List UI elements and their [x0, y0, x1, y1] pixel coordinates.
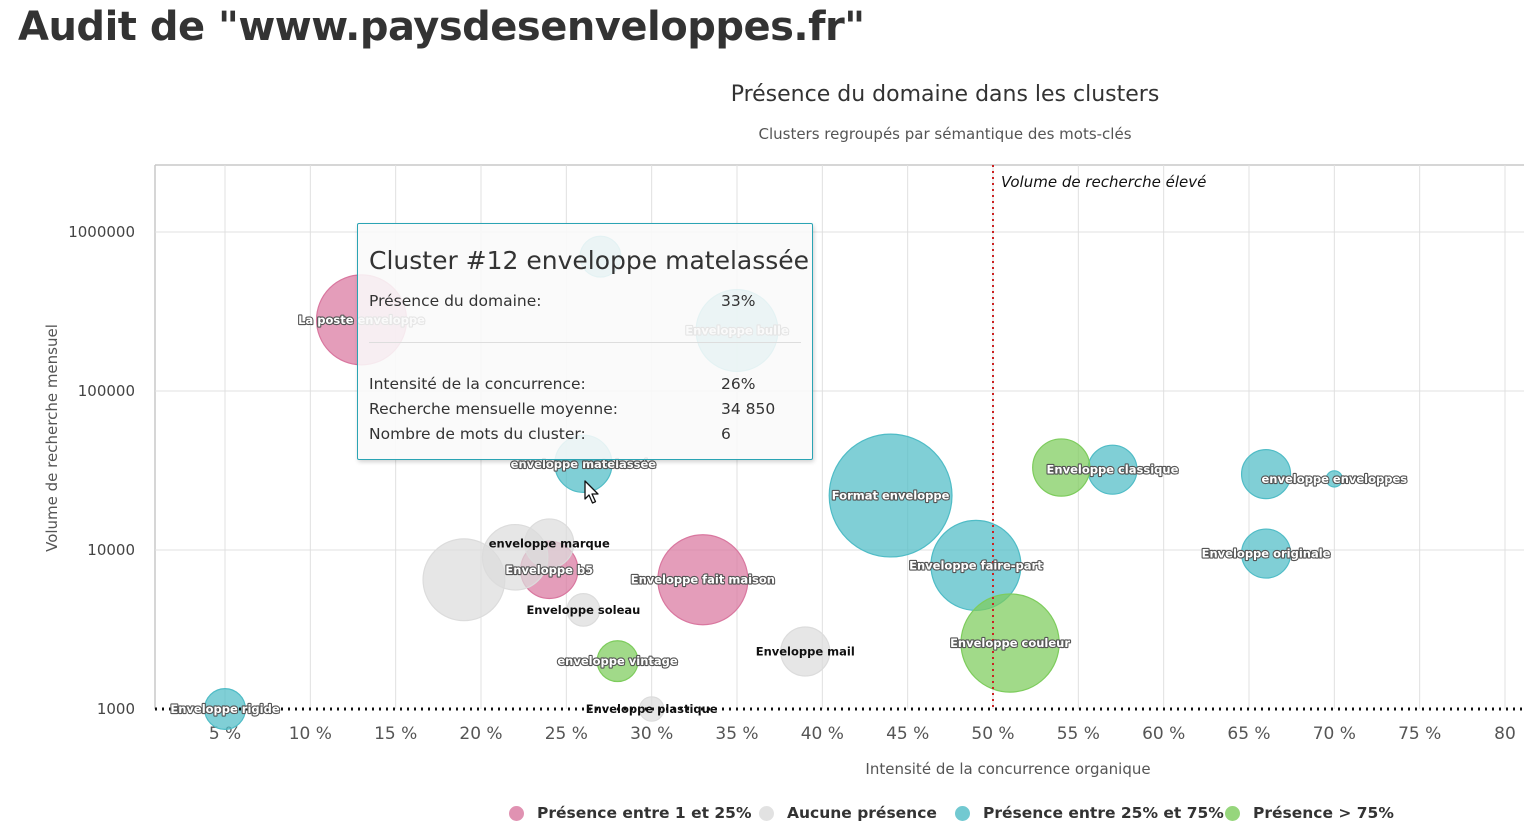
bubble-teal — [828, 433, 953, 558]
x-tick-label: 50 % — [971, 724, 1014, 744]
bubble-data-label: Enveloppe fait maison — [631, 573, 775, 587]
mouse-cursor-icon — [584, 480, 599, 504]
x-tick-label: 55 % — [1057, 724, 1100, 744]
bubble-data-label: Enveloppe rigide — [170, 702, 279, 716]
bubble-gray — [566, 593, 601, 627]
x-tick-label: 45 % — [886, 724, 929, 744]
x-tick-label: 70 % — [1313, 724, 1356, 744]
cluster-tooltip: Cluster #12 enveloppe matelassée Présenc… — [357, 223, 813, 460]
tooltip-value-competition: 26% — [721, 375, 756, 393]
legend-item-presence-over-75[interactable]: Présence > 75% — [1225, 804, 1394, 822]
tooltip-value-monthly-search: 34 850 — [721, 400, 776, 418]
x-tick-label: 60 % — [1142, 724, 1185, 744]
y-tick-label: 10000 — [87, 541, 135, 559]
bubble-gray — [780, 626, 831, 677]
bubble-data-label: enveloppe enveloppes — [1262, 472, 1408, 486]
bubble-data-label: Enveloppe faire-part — [909, 558, 1043, 572]
bubble-data-label: Enveloppe b5 — [505, 563, 593, 577]
x-tick-label: 10 % — [289, 724, 332, 744]
legend-dot-green — [1225, 805, 1240, 821]
bubble-teal — [1240, 449, 1292, 500]
legend-dot-pink — [509, 805, 524, 821]
x-tick-label: 80 — [1494, 724, 1516, 744]
chart-title: Présence du domaine dans les clusters — [731, 82, 1160, 107]
chart-legend: Présence entre 1 et 25% Aucune présence … — [0, 804, 1524, 830]
x-tick-label: 30 % — [630, 724, 673, 744]
bubble-data-label: Format enveloppe — [832, 489, 950, 503]
tooltip-label-monthly-search: Recherche mensuelle moyenne: — [369, 400, 618, 418]
x-tick-label: 35 % — [715, 724, 758, 744]
legend-item-presence-25-75[interactable]: Présence entre 25% et 75% — [955, 804, 1224, 822]
legend-label: Présence entre 25% et 75% — [983, 804, 1224, 822]
x-axis-label: Intensité de la concurrence organique — [865, 760, 1150, 778]
x-tick-label: 20 % — [459, 724, 502, 744]
x-tick-label: 25 % — [545, 724, 588, 744]
x-tick-label: 15 % — [374, 724, 417, 744]
legend-dot-teal — [955, 805, 970, 821]
tooltip-value-presence: 33% — [721, 292, 756, 310]
bubble-data-label: Enveloppe classique — [1047, 463, 1179, 477]
y-tick-label: 100000 — [78, 382, 135, 400]
x-tick-label: 65 % — [1227, 724, 1270, 744]
tooltip-title: Cluster #12 enveloppe matelassée — [369, 246, 810, 275]
bubble-green — [960, 593, 1060, 693]
y-axis-label: Volume de recherche mensuel — [43, 324, 61, 552]
legend-dot-gray — [759, 805, 774, 821]
bubble-pink — [657, 534, 749, 626]
bubble-data-label: Enveloppe plastique — [586, 702, 718, 716]
bubble-chart: Présence du domaine dans les clusters Clu… — [43, 82, 1524, 778]
x-tick-label: 75 % — [1398, 724, 1441, 744]
tooltip-label-competition: Intensité de la concurrence: — [369, 375, 586, 393]
y-tick-label: 1000000 — [68, 223, 135, 241]
tooltip-value-word-count: 6 — [721, 425, 731, 443]
bubble-teal — [1240, 528, 1292, 579]
x-tick-label: 5 % — [209, 724, 241, 744]
bubble-gray — [524, 518, 575, 569]
high-volume-threshold-label: Volume de recherche élevé — [1001, 173, 1206, 191]
bubble-data-label: Enveloppe originale — [1202, 547, 1331, 561]
x-tick-label: 40 % — [801, 724, 844, 744]
tooltip-label-word-count: Nombre de mots du cluster: — [369, 425, 586, 443]
bubble-green — [596, 640, 639, 683]
bubble-data-label: Enveloppe mail — [756, 644, 855, 658]
bubble-data-label: enveloppe vintage — [557, 654, 678, 668]
tooltip-label-presence: Présence du domaine: — [369, 292, 542, 310]
legend-label: Aucune présence — [787, 804, 937, 822]
legend-label: Présence entre 1 et 25% — [537, 804, 752, 822]
y-tick-label: 1000 — [97, 700, 135, 718]
legend-item-no-presence[interactable]: Aucune présence — [759, 804, 937, 822]
chart-subtitle: Clusters regroupés par sémantique des mo… — [758, 125, 1131, 143]
bubble-data-label: Enveloppe soleau — [526, 603, 640, 617]
bubble-data-label: Enveloppe couleur — [950, 636, 1070, 650]
bubble-data-label: enveloppe marque — [489, 536, 610, 550]
tooltip-divider — [369, 342, 801, 343]
legend-item-presence-1-25[interactable]: Présence entre 1 et 25% — [509, 804, 752, 822]
bubble-teal — [1325, 470, 1344, 488]
page-title: Audit de "www.paysdesenveloppes.fr" — [18, 4, 865, 50]
legend-label: Présence > 75% — [1253, 804, 1394, 822]
bubble-green — [1032, 438, 1091, 497]
